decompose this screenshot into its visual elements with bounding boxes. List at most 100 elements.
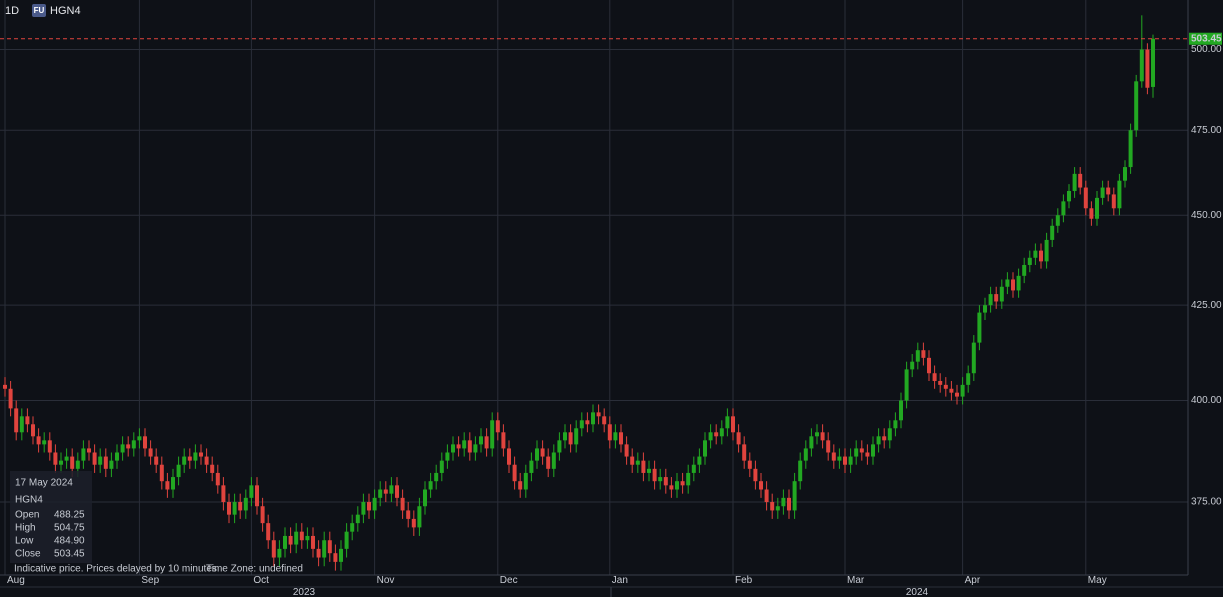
candle-body xyxy=(165,481,170,490)
badge: FU xyxy=(34,6,45,15)
candles xyxy=(0,15,1188,571)
candle-body xyxy=(865,452,870,457)
candle-body xyxy=(120,444,125,453)
tooltip-label: High xyxy=(15,523,36,534)
tooltip-value: 488.25 xyxy=(54,510,85,521)
interval: 1D xyxy=(5,5,19,17)
candle-body xyxy=(103,456,108,469)
candle-body xyxy=(462,440,467,449)
candle-body xyxy=(1061,201,1066,216)
candle-body xyxy=(859,448,864,453)
candle-body xyxy=(64,456,69,461)
candle-body xyxy=(535,448,539,461)
candle-body xyxy=(47,440,52,453)
candle-body xyxy=(131,440,136,449)
candle-body xyxy=(988,294,993,306)
candle-body xyxy=(344,531,349,549)
candle-body xyxy=(215,472,220,486)
candle-body xyxy=(792,481,797,511)
candle-body xyxy=(613,432,618,441)
candle-body xyxy=(742,444,747,461)
tooltip-label: Close xyxy=(15,549,41,560)
candle-body xyxy=(686,472,691,486)
candle-body xyxy=(921,350,926,358)
candle-body xyxy=(333,553,338,562)
footer-note: Indicative price. Prices delayed by 10 m… xyxy=(14,564,217,575)
candle-body xyxy=(753,468,758,482)
candle-body xyxy=(815,432,819,437)
x-tick-label: Oct xyxy=(253,575,269,586)
candle-body xyxy=(143,436,147,449)
candle-body xyxy=(495,420,500,433)
candle-body xyxy=(955,392,959,397)
badge-bg xyxy=(32,4,46,17)
candle-body xyxy=(176,464,181,478)
candle-body xyxy=(691,464,696,473)
candle-body xyxy=(361,502,366,515)
candle-body xyxy=(1083,187,1088,209)
y-tick-label: 500.00 xyxy=(1191,44,1222,55)
candle-body xyxy=(910,361,915,370)
candle-body xyxy=(518,481,523,490)
candle-body xyxy=(787,497,791,511)
candle-body xyxy=(109,460,114,469)
x-tick-label: Jan xyxy=(612,575,628,586)
candle-body xyxy=(899,400,903,421)
x-tick-label: Dec xyxy=(500,575,518,586)
y-tick-label: 450.00 xyxy=(1191,210,1222,221)
candle-body xyxy=(971,342,976,374)
candle-body xyxy=(703,440,707,457)
candle-body xyxy=(350,523,355,532)
candle-body xyxy=(25,416,30,425)
candle-body xyxy=(1022,264,1027,276)
candle-body xyxy=(1139,49,1144,82)
header: 1D FU HGN4 xyxy=(5,4,81,17)
candle-body xyxy=(1117,180,1122,209)
candle-body xyxy=(59,460,63,465)
candle-body xyxy=(87,448,91,453)
candle-body xyxy=(798,460,803,482)
candle-body xyxy=(843,456,847,465)
candle-body xyxy=(1067,190,1071,202)
x-tick-label: Feb xyxy=(735,575,753,586)
candle-body xyxy=(915,350,920,362)
price-tag-bg xyxy=(1189,32,1222,45)
year-label: 2024 xyxy=(906,587,929,597)
candle-body xyxy=(630,456,635,465)
candle-body xyxy=(400,497,405,511)
candle-body xyxy=(299,531,304,541)
candle-body xyxy=(904,369,909,401)
x-tick-label: Aug xyxy=(7,575,25,586)
candle-body xyxy=(451,444,455,453)
candle-body xyxy=(42,440,47,445)
candle-body xyxy=(831,452,836,461)
candle-body xyxy=(563,432,567,441)
candle-body xyxy=(1128,130,1133,168)
candle-body xyxy=(316,548,321,558)
candle-body xyxy=(809,436,814,449)
candle-body xyxy=(423,489,427,507)
candle-body xyxy=(759,481,763,490)
tooltip-value: 484.90 xyxy=(54,536,85,547)
candle-body xyxy=(288,535,293,545)
candle-body xyxy=(479,436,483,445)
tooltip-value: 504.75 xyxy=(54,523,85,534)
candle-body xyxy=(210,464,215,473)
y-tick-label: 375.00 xyxy=(1191,497,1222,508)
candle-body xyxy=(204,456,209,465)
candle-body xyxy=(411,518,416,528)
candle-body xyxy=(1151,38,1155,87)
candle-body xyxy=(456,444,461,449)
candle-body xyxy=(126,444,131,449)
candle-body xyxy=(551,452,556,469)
candle-body xyxy=(428,481,433,490)
candle-body xyxy=(148,448,153,457)
candle-body xyxy=(512,464,517,482)
candle-body xyxy=(75,460,80,469)
candle-body xyxy=(1123,167,1127,181)
candle-body xyxy=(1072,173,1077,191)
candle-body xyxy=(406,510,411,519)
candle-body xyxy=(473,444,478,453)
candle-body xyxy=(115,452,119,461)
candle-body xyxy=(70,456,75,469)
